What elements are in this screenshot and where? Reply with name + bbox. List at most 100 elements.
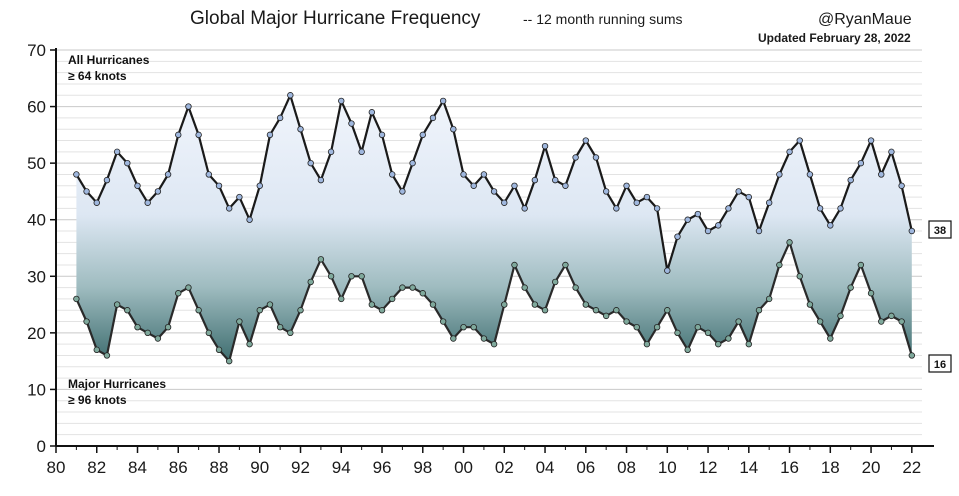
major-hurricanes-point	[409, 284, 416, 291]
all-hurricanes-point	[541, 142, 549, 150]
major-hurricanes-point	[511, 261, 518, 269]
all-hurricanes-point	[765, 199, 773, 206]
all-hurricanes-point	[888, 148, 895, 156]
all-hurricanes-point	[358, 148, 365, 156]
y-tick-label: 30	[27, 267, 46, 286]
all-hurricanes-point	[185, 103, 192, 110]
y-tick-label: 40	[27, 211, 46, 230]
x-tick-label: 08	[617, 458, 636, 477]
major-hurricanes-point	[623, 318, 630, 325]
major-hurricanes-point	[704, 329, 712, 337]
major-hurricanes-point	[134, 324, 141, 331]
all-hurricanes-point	[419, 131, 426, 139]
major-hurricanes-point	[185, 284, 192, 291]
major-hurricanes-point	[276, 324, 284, 331]
all-hurricanes-point	[297, 125, 304, 133]
all-hurricanes-point	[450, 125, 457, 133]
major-hurricanes-point	[378, 307, 386, 314]
major-hurricanes-point	[439, 318, 447, 325]
all-hurricanes-point	[399, 188, 406, 195]
all-hurricanes-point	[552, 176, 559, 184]
all-hurricanes-point	[501, 199, 508, 206]
all-hurricanes-point	[684, 216, 691, 223]
all-hurricanes-point	[908, 227, 916, 235]
x-tick-label: 96	[373, 458, 392, 477]
all-hurricanes-point	[164, 171, 172, 178]
major-hurricanes-label: Major Hurricanes	[68, 377, 166, 391]
x-tick-label: 82	[87, 458, 106, 477]
all-hurricanes-point	[368, 109, 376, 116]
all-hurricanes-point	[531, 176, 539, 184]
all-hurricanes-point	[898, 182, 905, 189]
major-hurricanes-point	[327, 273, 335, 280]
major-hurricanes-point	[256, 307, 263, 314]
major-hurricanes-point	[297, 307, 304, 314]
all-hurricanes-point	[429, 114, 437, 122]
all-hurricanes-point	[175, 131, 182, 139]
x-tick-label: 02	[495, 458, 514, 477]
major-hurricanes-point	[73, 295, 80, 303]
major-hurricanes-point	[175, 290, 182, 297]
x-tick-label: 98	[413, 458, 432, 477]
major-hurricanes-point	[368, 301, 376, 308]
major-hurricanes-point	[460, 324, 467, 331]
y-axis-ticks: 0 10 20 30 40 50 60 70	[27, 41, 56, 456]
major-hurricanes-point	[480, 335, 488, 342]
major-hurricanes-point	[236, 318, 243, 325]
major-hurricanes-point	[389, 295, 396, 303]
major-hurricanes-point	[144, 329, 151, 337]
all-hurricanes-point	[562, 182, 569, 189]
x-tick-label: 12	[699, 458, 718, 477]
all-hurricanes-point	[205, 171, 213, 178]
x-tick-label: 16	[780, 458, 799, 477]
all-hurricanes-point	[439, 97, 447, 105]
major-hurricanes-point	[827, 335, 834, 342]
major-hurricanes-point	[582, 301, 589, 308]
major-hurricanes-point	[419, 290, 426, 297]
x-tick-label: 20	[862, 458, 881, 477]
major-hurricanes-point	[898, 318, 905, 325]
major-hurricanes-point	[246, 340, 253, 348]
major-hurricanes-point	[490, 340, 498, 348]
major-hurricanes-point	[786, 239, 793, 246]
major-hurricanes-point	[338, 295, 345, 303]
all-hurricanes-point	[878, 171, 885, 178]
all-hurricanes-point	[103, 176, 111, 184]
major-hurricanes-point	[470, 324, 477, 331]
x-tick-label: 94	[332, 458, 351, 477]
all-hurricanes-point	[307, 159, 314, 167]
all-hurricanes-point	[694, 210, 702, 218]
major-hurricanes-point	[113, 301, 121, 308]
all-hurricanes-point	[511, 182, 518, 189]
all-hurricanes-point	[378, 131, 386, 139]
all-hurricanes-label: All Hurricanes	[68, 53, 150, 67]
major-hurricanes-point	[501, 301, 508, 308]
major-hurricanes-point	[103, 352, 111, 359]
all-hurricanes-point	[582, 137, 589, 144]
major-hurricanes-point	[847, 284, 854, 291]
credit-handle: @RyanMaue	[818, 11, 912, 28]
major-hurricanes-point	[287, 329, 294, 337]
band-fill	[76, 95, 912, 362]
all-hurricanes-point	[317, 176, 325, 184]
major-hurricanes-point	[399, 284, 406, 291]
all-hurricanes-point	[806, 171, 814, 178]
major-hurricanes-point	[592, 307, 600, 314]
all-hurricanes-point	[144, 199, 151, 206]
all-hurricanes-point	[796, 137, 803, 144]
all-hurricanes-point	[735, 188, 742, 195]
all-hurricanes-point	[195, 131, 202, 139]
all-hurricanes-point	[867, 137, 875, 144]
y-tick-label: 50	[27, 154, 46, 173]
major-hurricanes-point	[613, 307, 620, 314]
all-hurricanes-point	[704, 227, 712, 235]
all-hurricanes-point	[592, 154, 600, 161]
all-hurricanes-point	[124, 159, 131, 167]
major-hurricanes-point	[93, 346, 100, 354]
all-hurricanes-point	[725, 205, 732, 212]
major-hurricanes-point	[725, 335, 732, 342]
major-hurricanes-point	[562, 261, 569, 269]
x-tick-label: 86	[169, 458, 188, 477]
major-hurricanes-point	[776, 261, 783, 269]
major-hurricanes-point	[195, 307, 202, 314]
